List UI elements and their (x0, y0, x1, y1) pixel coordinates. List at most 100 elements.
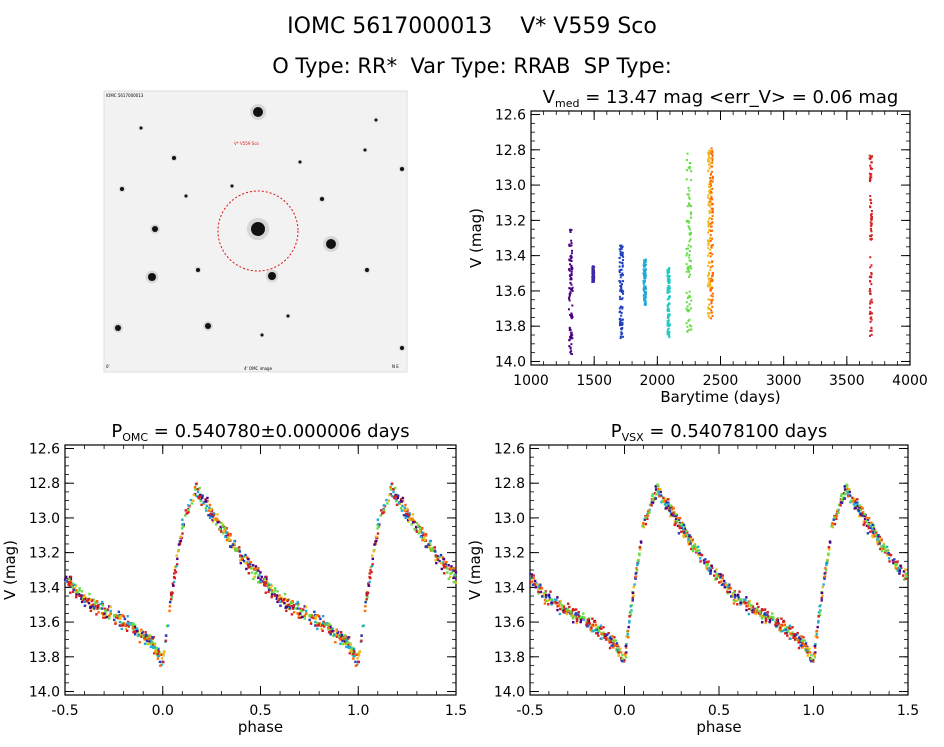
data-point (299, 607, 302, 611)
data-point (341, 642, 345, 646)
data-point (709, 188, 712, 191)
data-point (283, 601, 286, 605)
phase-vsx-chart: PVSX = 0.54078100 days12.612.813.013.213… (466, 421, 919, 736)
data-point (719, 573, 723, 576)
data-point (622, 292, 625, 295)
data-point (88, 592, 91, 596)
data-point (212, 514, 215, 517)
data-point (223, 528, 226, 531)
data-point (866, 524, 870, 528)
data-point (870, 215, 873, 218)
data-point (571, 286, 574, 289)
data-point (568, 328, 571, 331)
data-point (103, 607, 107, 611)
data-point (896, 560, 899, 563)
data-point (681, 521, 684, 525)
data-point (563, 610, 566, 613)
data-point (622, 280, 625, 283)
data-point (313, 610, 316, 614)
sky-image-panel: IOMC 5617000013 V* V559 Sco 0' 4' OMC im… (103, 90, 408, 373)
data-point (869, 526, 872, 530)
data-point (108, 614, 111, 617)
data-point (656, 483, 659, 486)
data-point (837, 511, 840, 514)
data-point (688, 303, 691, 306)
data-point (441, 556, 444, 559)
data-point (874, 529, 877, 533)
data-point (621, 264, 624, 267)
data-point (618, 271, 621, 274)
data-point (710, 165, 713, 168)
data-point (583, 616, 586, 620)
data-point (707, 241, 710, 244)
x-tick-label: 0.0 (613, 703, 635, 719)
data-point (843, 485, 846, 488)
plot-frame (530, 110, 911, 366)
data-point (352, 657, 355, 660)
data-point (618, 324, 621, 327)
data-point (771, 618, 775, 621)
data-point (644, 277, 647, 280)
data-point (352, 647, 356, 651)
star (139, 126, 143, 130)
data-point (532, 574, 535, 577)
data-point (349, 643, 352, 646)
data-point (69, 577, 73, 580)
data-point (670, 513, 673, 516)
data-point (876, 540, 879, 544)
x-tick-label: 1000 (513, 373, 549, 389)
data-point (387, 499, 390, 502)
data-point (707, 281, 710, 284)
data-point (445, 567, 449, 570)
data-point (162, 660, 165, 664)
data-point (866, 518, 870, 522)
data-point (869, 206, 872, 209)
data-point (709, 240, 712, 243)
data-point (125, 629, 129, 633)
data-point (567, 268, 570, 271)
data-point (614, 639, 617, 642)
data-point (870, 222, 873, 225)
data-point (687, 244, 690, 247)
data-point (709, 162, 712, 165)
data-point (602, 631, 605, 634)
data-point (668, 290, 671, 293)
data-point (868, 177, 871, 180)
data-point (690, 307, 693, 310)
data-point (192, 499, 195, 502)
data-point (643, 302, 646, 305)
data-point (240, 554, 244, 558)
data-point (345, 645, 348, 649)
data-point (708, 192, 711, 195)
data-point (537, 585, 541, 589)
data-point (357, 653, 361, 657)
data-point (314, 617, 318, 620)
data-point (183, 514, 187, 517)
data-point (697, 553, 700, 557)
data-point (569, 331, 572, 334)
data-point (905, 575, 908, 579)
data-point (619, 651, 623, 654)
y-tick-label: 12.8 (29, 476, 60, 492)
data-point (533, 579, 537, 583)
data-point (622, 659, 625, 662)
data-point (382, 508, 386, 512)
data-point (415, 521, 419, 525)
data-point (709, 237, 712, 240)
data-point (604, 634, 608, 638)
data-point (357, 660, 361, 664)
data-point (870, 176, 873, 179)
data-point (108, 617, 111, 620)
data-point (685, 270, 688, 273)
data-point (708, 298, 711, 301)
data-point (868, 172, 871, 175)
data-point (571, 315, 574, 318)
star (184, 194, 188, 198)
data-point (236, 549, 239, 553)
data-point (677, 532, 681, 535)
data-point (707, 225, 710, 228)
data-point (568, 274, 571, 277)
data-point (661, 499, 664, 502)
data-point (785, 625, 789, 629)
data-point (148, 634, 151, 637)
